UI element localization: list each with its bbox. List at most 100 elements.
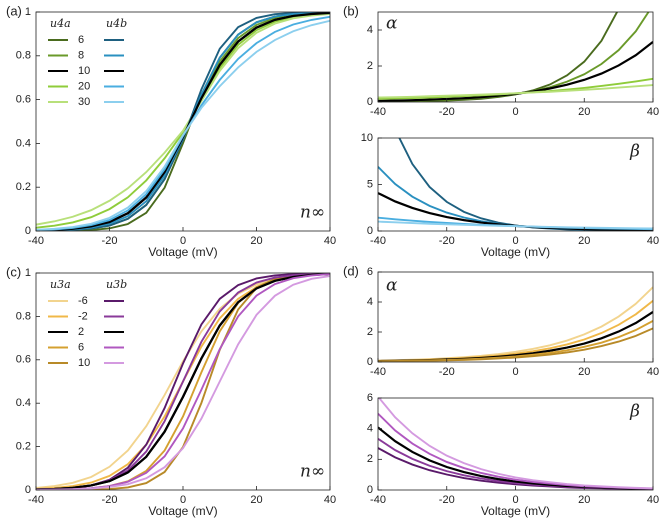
- y-tick-label: 2: [367, 453, 373, 465]
- series-line: [378, 84, 653, 99]
- y-tick-label: 1: [25, 6, 31, 18]
- plot-lines: [378, 138, 653, 231]
- x-tick-label: 0: [512, 494, 518, 506]
- y-tick-label: 1: [25, 267, 31, 279]
- y-tick-label: 6: [367, 266, 373, 278]
- plot-lines: [378, 286, 653, 362]
- series-line: [378, 286, 653, 362]
- plot-lines: [36, 12, 330, 231]
- legend-label: 8: [78, 49, 84, 61]
- series-line: [378, 398, 653, 490]
- series-line: [36, 273, 330, 490]
- legend-title: u4b: [106, 17, 127, 30]
- x-axis-label: Voltage (mV): [481, 245, 550, 259]
- x-axis-label: Voltage (mV): [148, 245, 217, 259]
- x-tick-label: -20: [439, 366, 455, 378]
- y-tick-label: 4: [367, 423, 373, 435]
- y-tick-label: 0.6: [16, 94, 31, 106]
- y-tick-label: 0: [367, 484, 373, 496]
- panel-label: (c): [6, 264, 21, 279]
- series-line: [36, 19, 330, 231]
- x-tick-label: -40: [370, 235, 386, 247]
- y-tick-label: 4: [367, 24, 373, 36]
- panel-label: (a): [6, 3, 22, 18]
- y-tick-label: 4: [367, 296, 373, 308]
- y-tick-label: 0: [25, 484, 31, 496]
- series-line: [36, 275, 330, 490]
- legend-label: -2: [78, 310, 88, 322]
- x-tick-label: -20: [439, 494, 455, 506]
- y-tick-label: 0.6: [16, 354, 31, 366]
- legend-title: u4a: [50, 17, 71, 30]
- legend-label: 6: [78, 34, 84, 46]
- y-tick-label: 2: [367, 60, 373, 72]
- x-tick-label: -20: [439, 235, 455, 247]
- series-line: [378, 327, 653, 362]
- plot-lines: [378, 398, 653, 490]
- series-line: [378, 41, 653, 102]
- annotation: β: [629, 402, 640, 422]
- x-tick-label: 0: [512, 366, 518, 378]
- series-line: [378, 12, 619, 102]
- x-tick-label: -40: [370, 106, 386, 118]
- legend-label: 2: [78, 326, 84, 338]
- x-axis-label: Voltage (mV): [148, 504, 217, 518]
- panel-label: (b): [343, 3, 359, 18]
- y-tick-label: 0: [367, 225, 373, 237]
- axes-box: [377, 271, 654, 363]
- legend-title: u3a: [50, 278, 71, 291]
- series-line: [36, 12, 330, 229]
- annotation: α: [386, 14, 398, 34]
- y-tick-label: 0.2: [16, 441, 31, 453]
- x-tick-label: 40: [647, 235, 659, 247]
- axes-box: [377, 137, 654, 232]
- x-tick-label: 20: [578, 494, 590, 506]
- series-line: [36, 13, 330, 226]
- x-tick-label: 20: [578, 366, 590, 378]
- x-tick-label: 20: [250, 494, 262, 506]
- annotation: n∞: [300, 203, 325, 223]
- series-line: [378, 12, 650, 102]
- legend-label: 20: [78, 80, 90, 92]
- annotation: n∞: [300, 462, 325, 482]
- axes-box: [377, 397, 654, 491]
- y-tick-label: 10: [361, 132, 373, 144]
- y-tick-label: 2: [367, 326, 373, 338]
- x-tick-label: 40: [647, 494, 659, 506]
- y-tick-label: 5: [367, 178, 373, 190]
- x-tick-label: 40: [647, 106, 659, 118]
- x-tick-label: 0: [180, 235, 186, 247]
- series-line: [378, 220, 653, 230]
- y-tick-label: 0: [25, 225, 31, 237]
- x-axis-label: Voltage (mV): [481, 504, 550, 518]
- y-tick-label: 0: [367, 96, 373, 108]
- y-tick-label: 0.4: [16, 137, 31, 149]
- legend-label: 10: [78, 65, 90, 77]
- plot-lines: [378, 12, 653, 102]
- x-tick-label: 20: [578, 106, 590, 118]
- legend-label: 6: [78, 341, 84, 353]
- legend-title: u3b: [106, 278, 127, 291]
- x-tick-label: 0: [180, 494, 186, 506]
- annotation: α: [386, 276, 398, 296]
- y-tick-label: 0.4: [16, 397, 31, 409]
- x-tick-label: 40: [324, 494, 336, 506]
- x-tick-label: 0: [512, 106, 518, 118]
- x-tick-label: -40: [28, 494, 44, 506]
- y-tick-label: 0.8: [16, 310, 31, 322]
- x-tick-label: 40: [324, 235, 336, 247]
- x-tick-label: -40: [28, 235, 44, 247]
- x-tick-label: -40: [370, 494, 386, 506]
- x-tick-label: 20: [578, 235, 590, 247]
- x-tick-label: 0: [512, 235, 518, 247]
- x-tick-label: -20: [102, 235, 118, 247]
- y-tick-label: 0.8: [16, 50, 31, 62]
- x-tick-label: 40: [647, 366, 659, 378]
- y-tick-label: 0: [367, 356, 373, 368]
- x-tick-label: -20: [439, 106, 455, 118]
- legend-label: -6: [78, 295, 88, 307]
- y-tick-label: 0.2: [16, 181, 31, 193]
- plot-lines: [36, 273, 330, 490]
- panel-label: (d): [343, 263, 359, 278]
